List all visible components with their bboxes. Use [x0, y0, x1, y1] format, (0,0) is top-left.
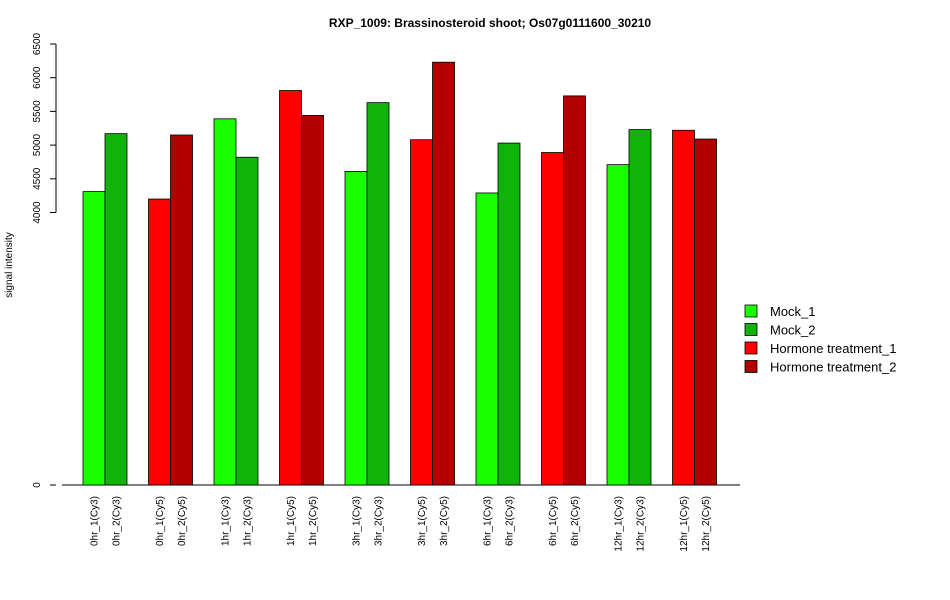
- x-tick-label: 0hr_1(Cy5): [155, 496, 166, 546]
- bar: [563, 95, 586, 486]
- bar: [301, 115, 324, 486]
- x-tick-label: 6hr_1(Cy3): [483, 496, 494, 546]
- y-tick-label: 5500: [32, 100, 43, 123]
- y-axis-label: signal intensity: [4, 232, 15, 298]
- x-tick-label: 1hr_2(Cy3): [243, 496, 254, 546]
- bar: [235, 156, 259, 486]
- bar: [694, 138, 717, 486]
- y-tick-label: 5000: [32, 134, 43, 157]
- legend-swatch: [744, 304, 758, 318]
- legend-label: Hormone treatment_2: [770, 360, 896, 375]
- legend-label: Mock_2: [770, 323, 816, 338]
- x-tick-label: 0hr_2(Cy5): [177, 496, 188, 546]
- x-tick-label: 12hr_2(Cy3): [636, 496, 647, 552]
- bar: [541, 152, 564, 486]
- bar: [475, 192, 499, 486]
- legend-label: Hormone treatment_1: [770, 341, 896, 356]
- x-tick-label: 0hr_2(Cy3): [112, 496, 123, 546]
- x-tick-label: 1hr_1(Cy5): [286, 496, 297, 546]
- x-tick-label: 3hr_1(Cy3): [352, 496, 363, 546]
- bar: [82, 191, 106, 486]
- y-tick-label: 0: [32, 482, 43, 488]
- plot-area: 0 4000 4500 5000 5500 6000 6500 0hr_1(Cy3) 0hr_2…: [32, 32, 740, 552]
- y-tick-label: 4500: [32, 167, 43, 190]
- bar: [497, 142, 521, 486]
- bar: [606, 164, 630, 486]
- bar: [366, 102, 390, 486]
- x-tick-label: 6hr_2(Cy3): [505, 496, 516, 546]
- bar: [672, 129, 695, 486]
- bar: [344, 170, 368, 486]
- x-tick-label: 12hr_2(Cy5): [701, 496, 712, 552]
- legend-swatch: [744, 341, 758, 355]
- x-tick-label: 0hr_1(Cy3): [90, 496, 101, 546]
- x-tick-label: 12hr_1(Cy3): [614, 496, 625, 552]
- y-tick-label: 6000: [32, 66, 43, 89]
- bar: [279, 90, 302, 486]
- bar: [170, 134, 193, 486]
- x-tick-label: 6hr_1(Cy5): [548, 496, 559, 546]
- chart-title: RXP_1009: Brassinosteroid shoot; Os07g01…: [329, 16, 652, 30]
- bar: [410, 139, 433, 486]
- bar: [213, 118, 237, 486]
- x-tick-label: 12hr_1(Cy5): [679, 496, 690, 552]
- x-tick-label: 3hr_2(Cy3): [374, 496, 385, 546]
- x-tick-label: 1hr_1(Cy3): [221, 496, 232, 546]
- legend-label: Mock_1: [770, 304, 816, 319]
- bar: [628, 129, 652, 486]
- legend-swatch: [744, 323, 758, 336]
- bar: [104, 133, 128, 486]
- bar: [148, 198, 171, 486]
- y-tick-label: 6500: [32, 32, 43, 55]
- x-tick-label: 6hr_2(Cy5): [570, 496, 581, 546]
- y-tick-label: 4000: [32, 201, 43, 224]
- x-tick-label: 3hr_2(Cy5): [439, 496, 450, 546]
- bar: [432, 61, 455, 486]
- legend: Mock_1 Mock_2 Hormone treatment_1 Hormone t…: [744, 304, 896, 375]
- legend-swatch: [744, 360, 758, 373]
- x-tick-label: 3hr_1(Cy5): [417, 496, 428, 546]
- x-tick-label: 1hr_2(Cy5): [308, 496, 319, 546]
